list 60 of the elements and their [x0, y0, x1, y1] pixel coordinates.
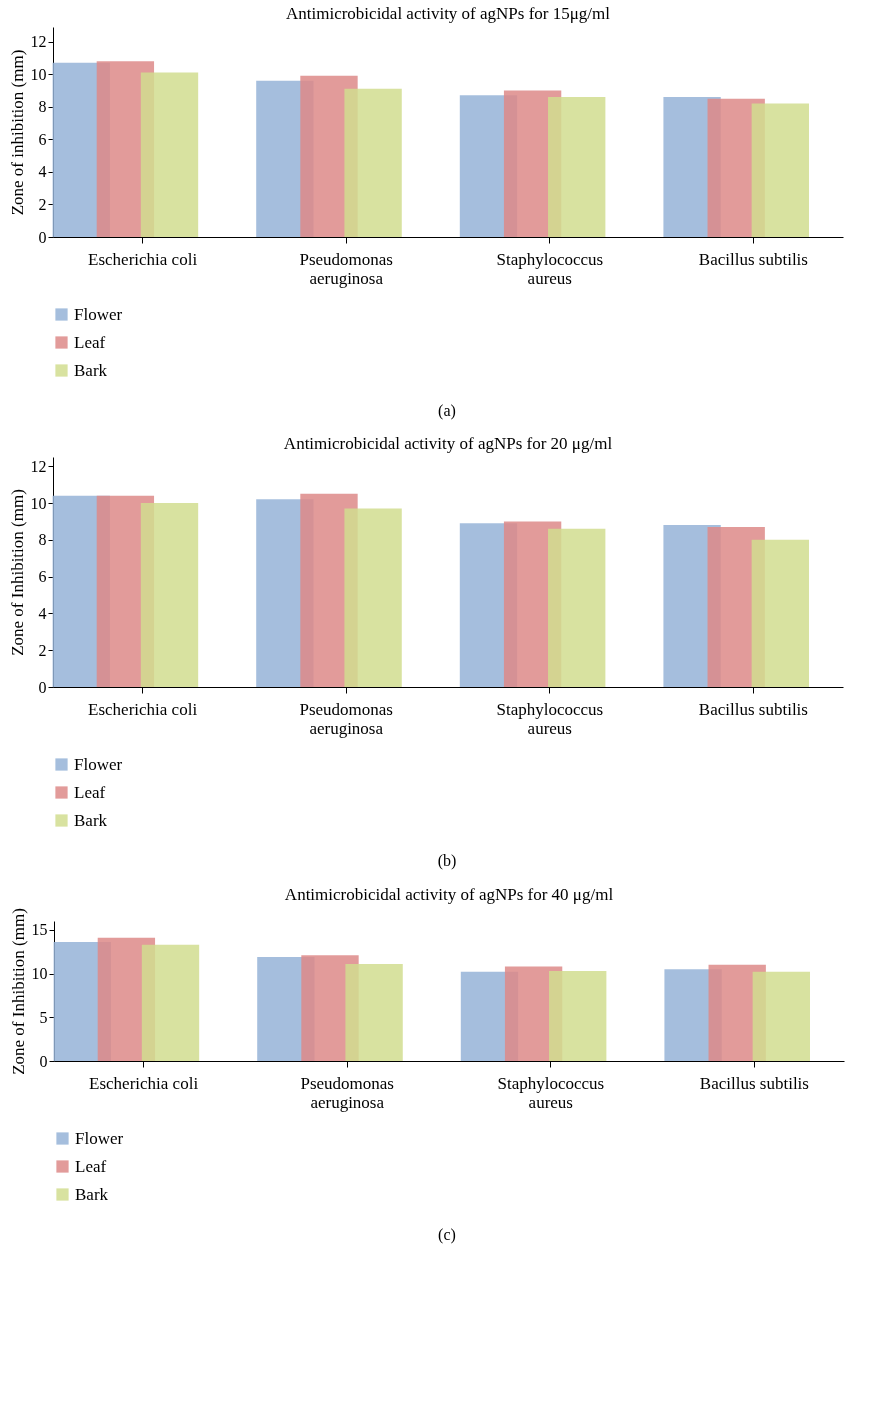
y-tick-label: 2: [38, 195, 47, 213]
x-tick-label: Staphylococcus aureus: [497, 1073, 605, 1112]
y-tick-label: 0: [39, 1052, 48, 1070]
y-tick-label: 6: [38, 568, 47, 586]
y-tick-label: 4: [38, 604, 47, 622]
y-axis-title: Zone of inhibition (mm): [7, 49, 27, 216]
text: (a): [437, 402, 457, 420]
text: (c): [437, 1226, 457, 1244]
y-tick-label: 10: [30, 65, 47, 83]
y-tick-label: 12: [30, 457, 47, 475]
legend-label: Leaf: [74, 782, 106, 802]
legend-label: Leaf: [75, 1156, 107, 1176]
y-tick-label: 0: [38, 678, 47, 696]
x-tick-label: Staphylococcus aureus: [496, 699, 604, 738]
text: (b): [436, 852, 458, 870]
bar: [140, 503, 199, 687]
legend-label: Flower: [74, 304, 123, 324]
bar: [345, 963, 403, 1061]
bar: [751, 103, 809, 237]
bar: [344, 88, 402, 237]
x-tick-label: Bacillus subtilis: [699, 1073, 809, 1093]
y-tick-label: 8: [38, 98, 47, 116]
chart-title: Antimicrobicidal activity of agNPs for 15μg/ml: [285, 4, 611, 23]
bar: [751, 539, 809, 687]
x-tick-label: Pseudomonas aeruginosa: [300, 1073, 394, 1112]
bar: [140, 72, 199, 237]
bar: [548, 528, 606, 687]
y-tick-label: 2: [38, 641, 47, 659]
x-tick-label: Escherichia coli: [89, 1073, 199, 1093]
y-tick-label: 5: [39, 1008, 48, 1026]
x-tick-label: Bacillus subtilis: [698, 249, 808, 269]
y-tick-label: 15: [31, 921, 48, 939]
legend-label: Leaf: [74, 332, 106, 352]
bar: [344, 508, 402, 687]
bar: [549, 970, 607, 1061]
bar: [141, 944, 200, 1061]
y-tick-label: 4: [38, 163, 47, 181]
y-tick-label: 6: [38, 130, 47, 148]
x-tick-label: Pseudomonas aeruginosa: [299, 699, 393, 738]
legend-label: Bark: [75, 1184, 109, 1204]
legend-label: Bark: [74, 360, 108, 380]
legend-label: Flower: [74, 754, 123, 774]
chart-title: Antimicrobicidal activity of agNPs for 20 μg/ml: [283, 434, 613, 453]
bar: [548, 97, 606, 237]
x-tick-label: Escherichia coli: [88, 249, 198, 269]
y-tick-label: 8: [38, 531, 47, 549]
y-tick-label: 12: [30, 33, 47, 51]
x-tick-label: Pseudomonas aeruginosa: [299, 249, 393, 288]
bar: [752, 971, 810, 1061]
x-tick-label: Escherichia coli: [88, 699, 198, 719]
x-tick-label: Bacillus subtilis: [698, 699, 808, 719]
y-axis-title: Zone of Inhibition (mm): [7, 489, 27, 656]
y-tick-label: 0: [38, 228, 47, 246]
y-tick-label: 10: [30, 494, 47, 512]
legend-label: Flower: [75, 1128, 124, 1148]
x-tick-label: Staphylococcus aureus: [496, 249, 604, 288]
legend-label: Bark: [74, 810, 108, 830]
y-tick-label: 10: [31, 965, 48, 982]
y-axis-title: Zone of Inhibition (mm): [8, 908, 28, 1075]
chart-title: Antimicrobicidal activity of agNPs for 40 μg/ml: [284, 884, 614, 904]
